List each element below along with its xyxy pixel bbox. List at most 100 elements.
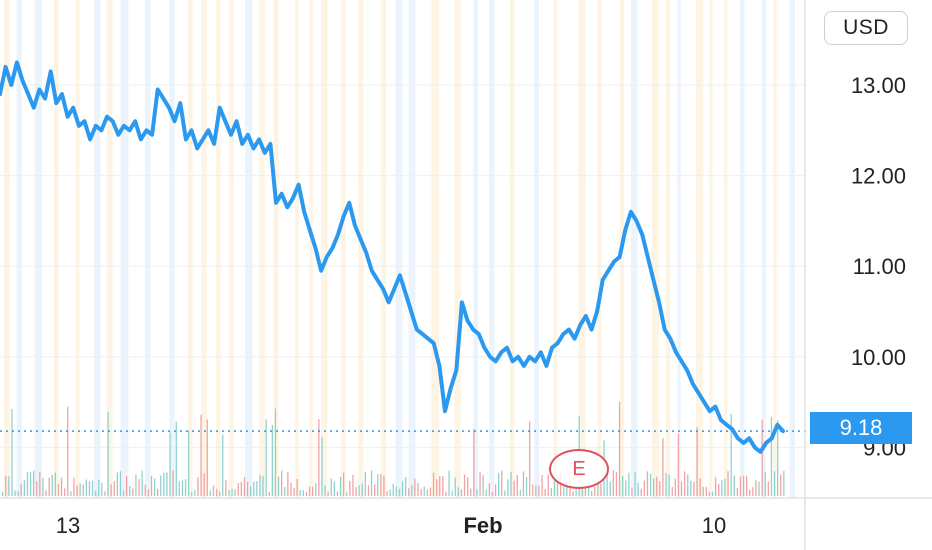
volume-bar — [724, 479, 726, 496]
volume-bar — [240, 481, 242, 496]
session-band — [534, 0, 540, 498]
volume-bar — [411, 484, 413, 496]
volume-bar — [653, 478, 655, 496]
volume-bar — [110, 484, 112, 496]
volume-bar — [721, 480, 723, 496]
session-band — [145, 0, 151, 498]
volume-bar — [60, 477, 63, 496]
volume-bar — [169, 432, 171, 496]
volume-bar — [237, 482, 239, 496]
volume-bar — [358, 485, 360, 496]
volume-bar — [57, 483, 60, 496]
volume-bar — [584, 485, 587, 496]
session-band — [666, 0, 670, 498]
volume-bar — [91, 480, 94, 496]
volume-bar — [339, 476, 342, 496]
volume-bar — [752, 487, 754, 496]
volume-bar — [88, 481, 91, 496]
volume-bar — [498, 472, 500, 496]
earnings-marker[interactable]: E — [549, 449, 609, 489]
volume-bar — [770, 416, 773, 496]
volume-bar — [463, 474, 466, 496]
volume-bar — [389, 489, 391, 496]
volume-bar — [665, 472, 667, 496]
volume-bar — [355, 487, 357, 496]
volume-bar — [513, 480, 515, 496]
volume-bar — [618, 401, 621, 496]
volume-bar — [308, 486, 311, 496]
volume-bar — [380, 474, 382, 496]
volume-bar — [73, 477, 75, 496]
volume-bar — [780, 474, 782, 496]
volume-bar — [609, 481, 611, 496]
volume-bar — [119, 471, 122, 496]
volume-bar — [507, 479, 509, 496]
session-band — [34, 0, 43, 498]
volume-bar — [144, 484, 146, 496]
session-band — [54, 0, 59, 498]
volume-bar — [45, 490, 47, 496]
volume-bar — [773, 471, 776, 496]
volume-bar — [711, 491, 714, 496]
session-band — [93, 0, 101, 498]
volume-bar — [631, 487, 633, 496]
volume-bar — [2, 491, 4, 496]
volume-bar — [212, 485, 215, 496]
volume-bar — [696, 427, 698, 496]
volume-bar — [519, 489, 521, 496]
volume-bar — [160, 475, 162, 496]
volume-bar — [442, 476, 444, 496]
volume-bar — [541, 475, 543, 496]
volume-bar — [8, 476, 10, 496]
last-price-label: 9.18 — [810, 412, 912, 444]
volume-bar — [479, 472, 481, 496]
volume-bar — [98, 479, 100, 496]
volume-bar — [429, 487, 432, 496]
volume-bar — [457, 487, 459, 496]
volume-bar — [194, 490, 196, 496]
volume-bar — [82, 484, 84, 496]
volume-bar — [305, 491, 308, 496]
volume-bar — [284, 487, 286, 496]
session-band — [295, 0, 299, 498]
volume-bar — [417, 483, 419, 496]
volume-bar — [606, 470, 608, 496]
volume-bar — [764, 472, 766, 496]
volume-bar — [594, 486, 596, 496]
volume-bar — [718, 483, 720, 496]
volume-bar — [250, 486, 252, 496]
volume-bar — [693, 481, 695, 496]
session-band — [75, 0, 80, 498]
session-band — [677, 0, 681, 498]
volume-bar — [482, 475, 484, 496]
volume-bar — [591, 491, 593, 496]
volume-bar — [566, 481, 568, 496]
volume-bar — [436, 479, 438, 496]
session-band — [631, 0, 638, 498]
volume-bar — [510, 471, 512, 496]
series-line — [0, 60, 785, 454]
volume-bar — [330, 478, 332, 496]
session-band — [489, 0, 495, 498]
volume-bar — [141, 470, 143, 496]
volume-bar — [175, 421, 177, 496]
session-band — [395, 0, 403, 498]
session-band — [321, 0, 328, 498]
volume-bar — [708, 491, 711, 496]
volume-bar — [163, 473, 165, 496]
volume-bar — [684, 471, 686, 496]
volume-bar — [755, 480, 757, 496]
session-band — [762, 0, 766, 498]
volume-bar — [246, 481, 249, 496]
volume-bar — [197, 477, 199, 496]
volume-bar — [327, 491, 329, 496]
session-band — [597, 0, 602, 498]
session-band — [107, 0, 113, 498]
session-band — [169, 0, 175, 498]
volume-bar — [262, 476, 264, 496]
currency-selector[interactable]: USD — [824, 11, 908, 45]
session-band — [215, 0, 221, 498]
volume-bar — [749, 490, 751, 496]
